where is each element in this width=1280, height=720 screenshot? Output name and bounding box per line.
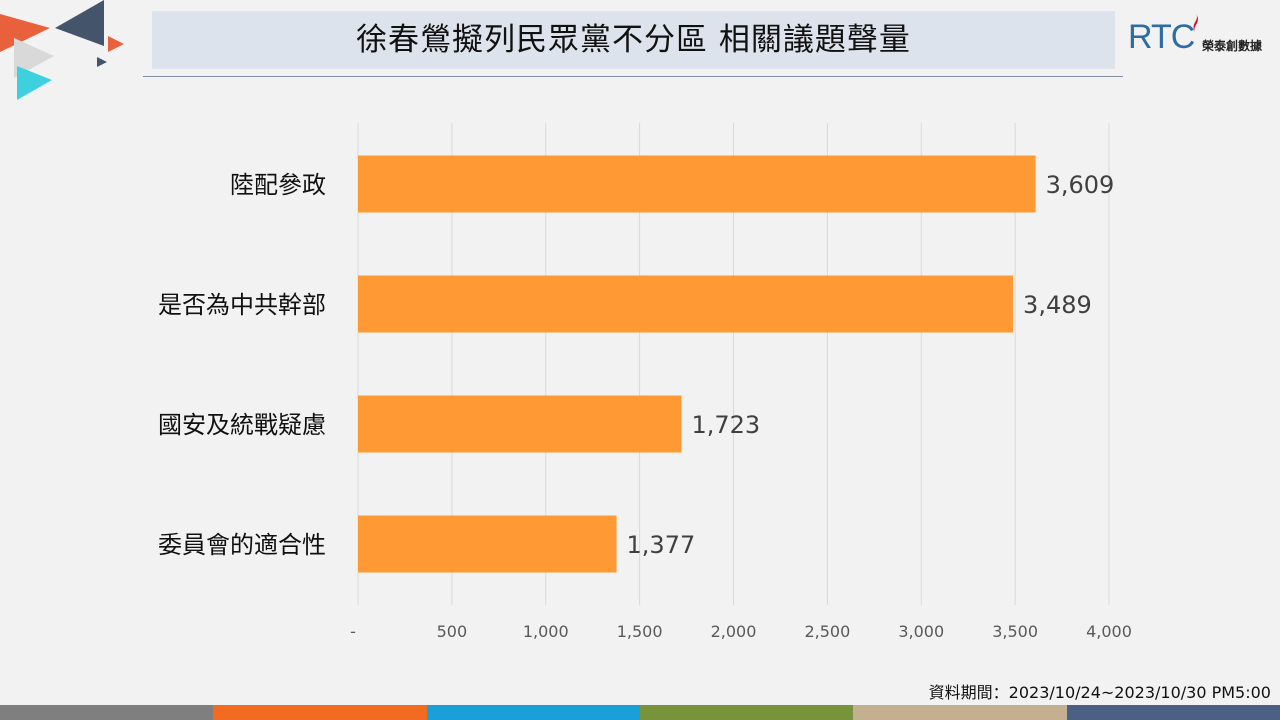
bar-value-label: 3,609 <box>1046 171 1115 199</box>
x-tick-label: 3,000 <box>898 622 944 641</box>
footer-segment <box>1066 705 1280 720</box>
bar-chart: - 500 1,000 1,500 2,000 2,500 3,000 3,500 4,000 3… <box>158 123 1132 641</box>
title-banner: 徐春鶯擬列民眾黨不分區 相關議題聲量 <box>152 11 1115 69</box>
data-period-note: 資料期間：2023/10/24~2023/10/30 PM5:00 <box>928 683 1271 702</box>
x-tick-label: 2,000 <box>711 622 757 641</box>
footer-color-strip <box>0 705 1280 720</box>
footer-segment <box>426 705 640 720</box>
decor-triangle-gray <box>14 38 54 78</box>
x-tick-label: 500 <box>437 622 468 641</box>
category-label: 國安及統戰疑慮 <box>158 411 326 439</box>
bar-value-label: 1,377 <box>627 531 696 559</box>
decor-triangle-small-navy <box>97 57 107 67</box>
x-tick-label: 1,000 <box>523 622 569 641</box>
title-underline <box>143 76 1123 77</box>
bar-value-label: 3,489 <box>1023 291 1092 319</box>
page-title: 徐春鶯擬列民眾黨不分區 相關議題聲量 <box>356 22 911 58</box>
bar-value-label: 1,723 <box>691 411 760 439</box>
footer-segment <box>639 705 854 720</box>
x-tick-label: - <box>350 622 356 641</box>
company-logo: RTC 榮泰創數據 <box>1128 12 1278 62</box>
category-label: 是否為中共幹部 <box>158 291 326 319</box>
x-tick-label: 1,500 <box>617 622 663 641</box>
footer-segment <box>853 705 1067 720</box>
decor-triangle-orange <box>0 14 50 52</box>
footer-segment <box>0 705 214 720</box>
x-tick-label: 2,500 <box>804 622 850 641</box>
logo-mark: RTC <box>1128 18 1195 56</box>
bar <box>358 395 682 453</box>
chart-bars <box>358 155 1036 573</box>
footer-segment <box>213 705 427 720</box>
flame-icon <box>1193 14 1198 32</box>
bar <box>358 155 1036 213</box>
corner-decoration <box>0 0 124 100</box>
bar <box>358 275 1014 333</box>
decor-triangle-cyan <box>17 66 52 100</box>
decor-triangle-small-orange <box>108 36 124 52</box>
category-label: 陸配參政 <box>230 171 326 199</box>
chart-labels: - 500 1,000 1,500 2,000 2,500 3,000 3,500 4,000 3… <box>158 171 1132 641</box>
decor-triangle-navy <box>55 0 104 46</box>
bar <box>358 515 617 573</box>
x-tick-label: 4,000 <box>1086 622 1132 641</box>
x-tick-label: 3,500 <box>992 622 1038 641</box>
category-label: 委員會的適合性 <box>158 531 326 559</box>
logo-subtitle: 榮泰創數據 <box>1202 39 1263 53</box>
